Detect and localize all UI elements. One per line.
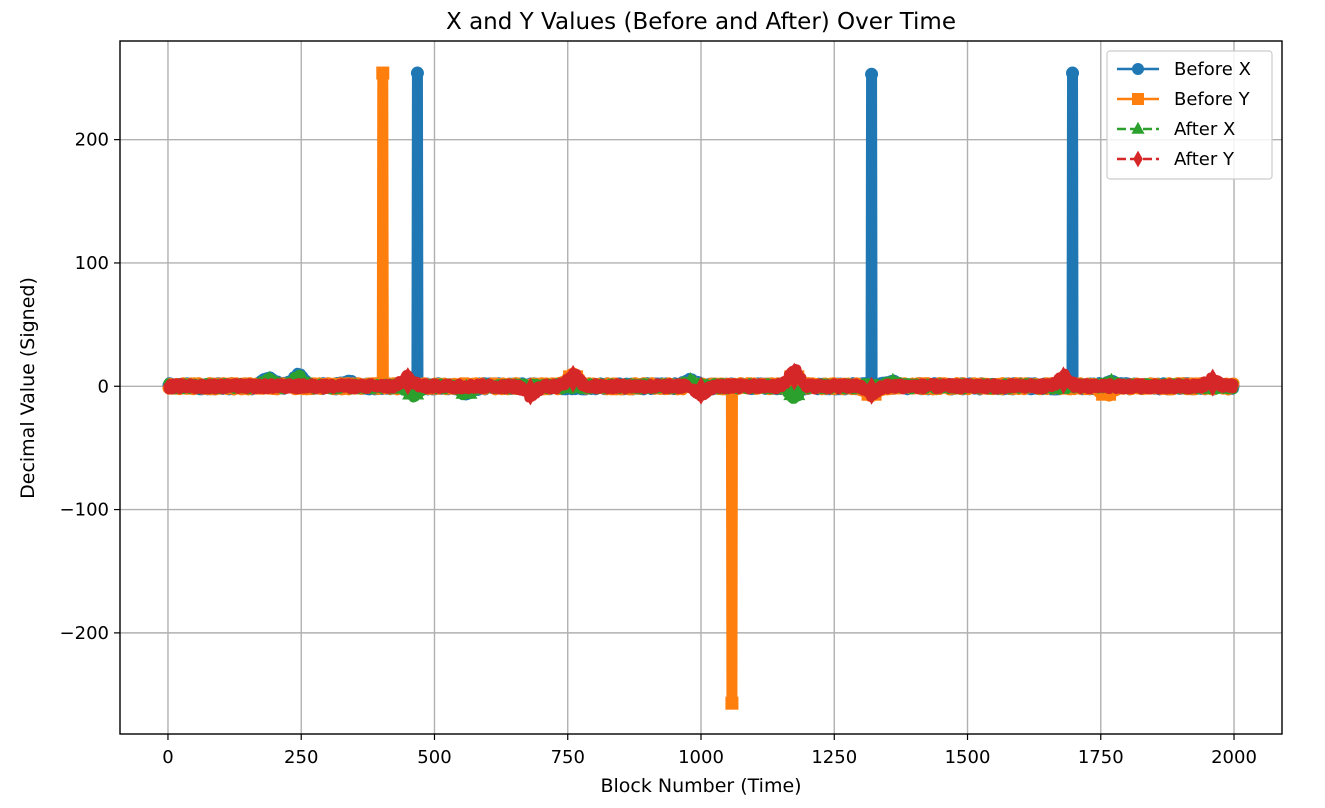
legend-label: After Y: [1174, 149, 1235, 170]
legend-marker: [1132, 63, 1144, 75]
legend-item: Before X: [1117, 59, 1251, 80]
y-axis-ticks: −200 −100 0 100 200: [60, 130, 120, 644]
cluster-marker: [399, 367, 416, 396]
cluster-marker: [786, 362, 803, 391]
legend-item: After Y: [1117, 149, 1235, 170]
legend-label: After X: [1174, 119, 1235, 140]
spike-marker: [1066, 66, 1080, 80]
legend-label: Before Y: [1174, 89, 1251, 110]
x-tick-label: 1000: [678, 747, 724, 768]
series-after-y: [163, 362, 1239, 406]
chart-title: X and Y Values (Before and After) Over T…: [446, 9, 956, 35]
legend-marker: [1132, 93, 1144, 105]
cluster-marker: [863, 376, 880, 405]
spike-marker: [865, 67, 879, 81]
x-tick-label: 1750: [1078, 747, 1124, 768]
cluster-marker: [522, 377, 539, 406]
spike-marker: [410, 66, 424, 80]
x-tick-label: 1500: [945, 747, 991, 768]
x-tick-label: 750: [551, 747, 585, 768]
legend-label: Before X: [1174, 59, 1251, 80]
x-tick-label: 1250: [811, 747, 857, 768]
spike-marker: [725, 696, 739, 710]
x-tick-label: 2000: [1211, 747, 1257, 768]
spike-marker: [376, 66, 390, 80]
legend-box: [1106, 50, 1273, 180]
cluster-marker: [693, 376, 709, 405]
legend-item: After X: [1117, 119, 1235, 140]
x-tick-label: 0: [162, 747, 173, 768]
x-tick-label: 500: [417, 747, 451, 768]
y-tick-label: 200: [75, 130, 109, 151]
cluster-marker: [1055, 366, 1072, 395]
x-axis-label: Block Number (Time): [600, 775, 801, 797]
y-tick-label: −200: [60, 623, 109, 644]
x-tick-label: 250: [284, 747, 318, 768]
cluster-marker: [565, 364, 582, 393]
legend-marker: [1133, 150, 1143, 168]
legend: Before X Before Y After X After Y: [1106, 50, 1273, 180]
x-axis-ticks: 0 250 500 750 1000 1250 1500 1750 2000: [162, 734, 1257, 768]
series-layer: [162, 66, 1240, 710]
legend-item: Before Y: [1117, 89, 1251, 110]
y-tick-label: 100: [75, 253, 109, 274]
y-tick-label: 0: [98, 376, 109, 397]
cluster-marker: [1204, 368, 1221, 397]
y-axis-label: Decimal Value (Signed): [17, 277, 39, 499]
y-tick-label: −100: [60, 500, 109, 521]
legend-marker: [1131, 121, 1145, 134]
